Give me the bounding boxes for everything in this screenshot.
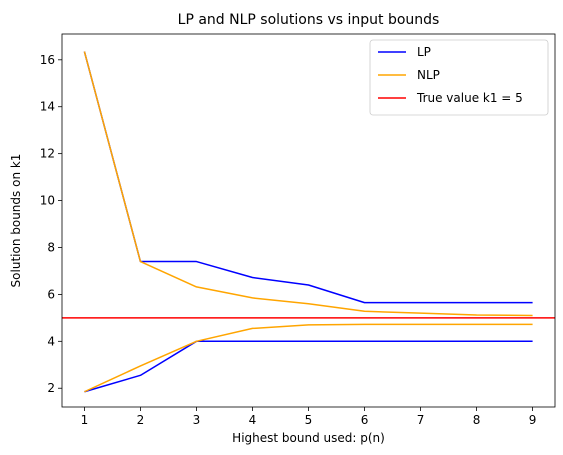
x-tick-label: 6 — [361, 413, 369, 427]
series-line-nlp-lower — [84, 323, 533, 393]
x-tick-label: 2 — [137, 413, 145, 427]
legend-box — [369, 39, 549, 116]
x-axis-label: Highest bound used: p(n) — [232, 431, 385, 445]
y-tick-label: 10 — [40, 194, 55, 208]
legend: LP NLP True value k1 = 5 — [369, 39, 549, 116]
chart-title: LP and NLP solutions vs input bounds — [178, 12, 440, 28]
legend-label-true-value-k1-5: True value k1 = 5 — [416, 91, 523, 105]
x-tick-label: 4 — [249, 413, 257, 427]
y-tick-label: 4 — [47, 334, 55, 348]
y-axis-label: Solution bounds on k1 — [9, 154, 23, 288]
x-tick-label: 3 — [193, 413, 201, 427]
series-line-lp-upper — [83, 51, 533, 304]
legend-label-lp: LP — [417, 45, 431, 59]
y-tick-label: 12 — [40, 147, 55, 161]
series-line-nlp-upper — [83, 51, 533, 317]
y-tick-label: 8 — [47, 240, 55, 254]
x-tick-label: 1 — [81, 413, 89, 427]
y-tick-label: 6 — [47, 287, 55, 301]
y-tick-label: 16 — [40, 53, 55, 67]
y-tick-label: 2 — [47, 381, 55, 395]
series-line-lp-lower — [84, 340, 533, 393]
legend-label-nlp: NLP — [417, 68, 440, 82]
x-tick-label: 7 — [417, 413, 425, 427]
x-tick-label: 8 — [473, 413, 481, 427]
y-tick-label: 14 — [40, 100, 55, 114]
x-tick-label: 5 — [305, 413, 313, 427]
x-tick-label: 9 — [529, 413, 537, 427]
